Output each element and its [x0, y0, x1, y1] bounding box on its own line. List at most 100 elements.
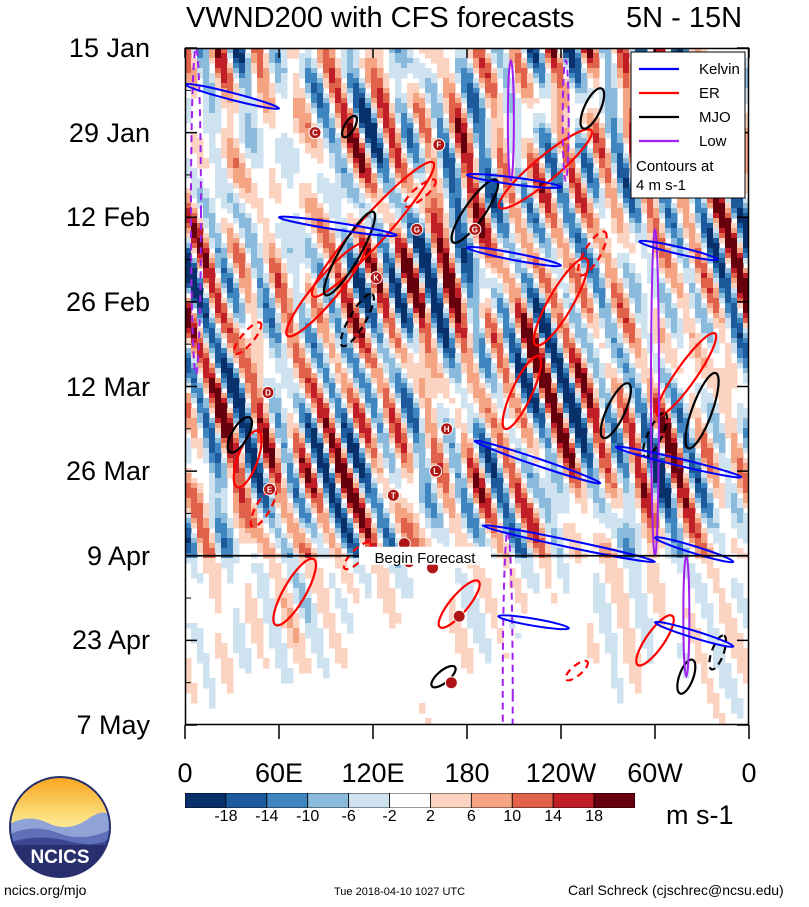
field-cell: [353, 253, 360, 259]
field-cell: [557, 343, 564, 349]
field-cell: [503, 93, 510, 99]
field-cell: [347, 243, 354, 249]
field-cell: [599, 258, 606, 264]
field-cell: [299, 358, 306, 364]
field-cell: [281, 263, 288, 269]
field-cell: [539, 288, 546, 294]
field-cell: [419, 63, 426, 69]
field-cell: [323, 248, 330, 254]
field-cell: [629, 338, 636, 344]
field-cell: [407, 68, 414, 74]
field-cell: [353, 283, 360, 289]
field-cell: [497, 343, 504, 349]
field-cell: [497, 158, 504, 164]
field-cell: [311, 288, 318, 294]
field-cell: [515, 103, 522, 109]
field-cell: [689, 283, 696, 289]
field-cell: [533, 298, 540, 304]
field-cell: [335, 333, 342, 339]
field-cell: [461, 238, 468, 244]
field-cell: [725, 223, 732, 229]
field-cell: [665, 228, 672, 234]
field-cell: [467, 158, 474, 164]
field-cell: [305, 128, 312, 134]
field-cell: [299, 193, 306, 199]
field-cell: [395, 283, 402, 289]
field-cell: [281, 273, 288, 279]
field-cell: [695, 208, 702, 214]
field-cell: [383, 318, 390, 324]
field-cell: [473, 213, 480, 219]
field-cell: [503, 323, 510, 329]
field-cell: [233, 313, 240, 319]
field-cell: [647, 263, 654, 269]
field-cell: [323, 178, 330, 184]
field-cell: [587, 188, 594, 194]
field-cell: [635, 343, 642, 349]
field-cell: [317, 173, 324, 179]
field-cell: [563, 53, 570, 59]
field-cell: [479, 63, 486, 69]
field-cell: [467, 68, 474, 74]
y-tick-label: 12 Mar: [65, 371, 150, 402]
field-cell: [221, 303, 228, 309]
field-cell: [365, 53, 372, 59]
field-cell: [245, 83, 252, 89]
field-cell: [233, 288, 240, 294]
field-cell: [587, 163, 594, 169]
field-cell: [449, 283, 456, 289]
field-cell: [515, 138, 522, 144]
field-cell: [329, 228, 336, 234]
field-cell: [503, 158, 510, 164]
field-cell: [491, 53, 498, 59]
field-cell: [503, 363, 510, 369]
field-cell: [731, 233, 738, 239]
field-cell: [581, 213, 588, 219]
field-cell: [563, 98, 570, 104]
field-cell: [419, 238, 426, 244]
field-cell: [461, 328, 468, 334]
field-cell: [551, 278, 558, 284]
field-cell: [377, 188, 384, 194]
field-cell: [605, 238, 612, 244]
field-cell: [443, 68, 450, 74]
field-cell: [563, 238, 570, 244]
field-cell: [185, 68, 192, 74]
field-cell: [401, 343, 408, 349]
field-cell: [731, 283, 738, 289]
field-cell: [377, 203, 384, 209]
field-cell: [599, 283, 606, 289]
field-cell: [485, 363, 492, 369]
field-cell: [737, 203, 744, 209]
field-cell: [557, 103, 564, 109]
field-cell: [191, 188, 198, 194]
field-cell: [221, 48, 228, 54]
field-cell: [275, 293, 282, 299]
field-cell: [743, 188, 749, 194]
field-cell: [377, 128, 384, 134]
field-cell: [317, 228, 324, 234]
field-cell: [545, 83, 552, 89]
field-cell: [401, 113, 408, 119]
field-cell: [305, 313, 312, 319]
field-cell: [731, 273, 738, 279]
field-cell: [485, 283, 492, 289]
field-cell: [299, 258, 306, 264]
field-cell: [251, 138, 258, 144]
field-cell: [245, 263, 252, 269]
field-cell: [521, 208, 528, 214]
field-cell: [593, 173, 600, 179]
field-cell: [221, 83, 228, 89]
field-cell: [659, 243, 666, 249]
field-cell: [557, 253, 564, 259]
field-cell: [479, 58, 486, 64]
field-cell: [731, 248, 738, 254]
field-cell: [437, 48, 444, 54]
field-cell: [587, 213, 594, 219]
field-cell: [575, 328, 582, 334]
field-cell: [341, 58, 348, 64]
field-cell: [281, 138, 288, 144]
field-cell: [413, 288, 420, 294]
field-cell: [449, 168, 456, 174]
field-cell: [377, 243, 384, 249]
